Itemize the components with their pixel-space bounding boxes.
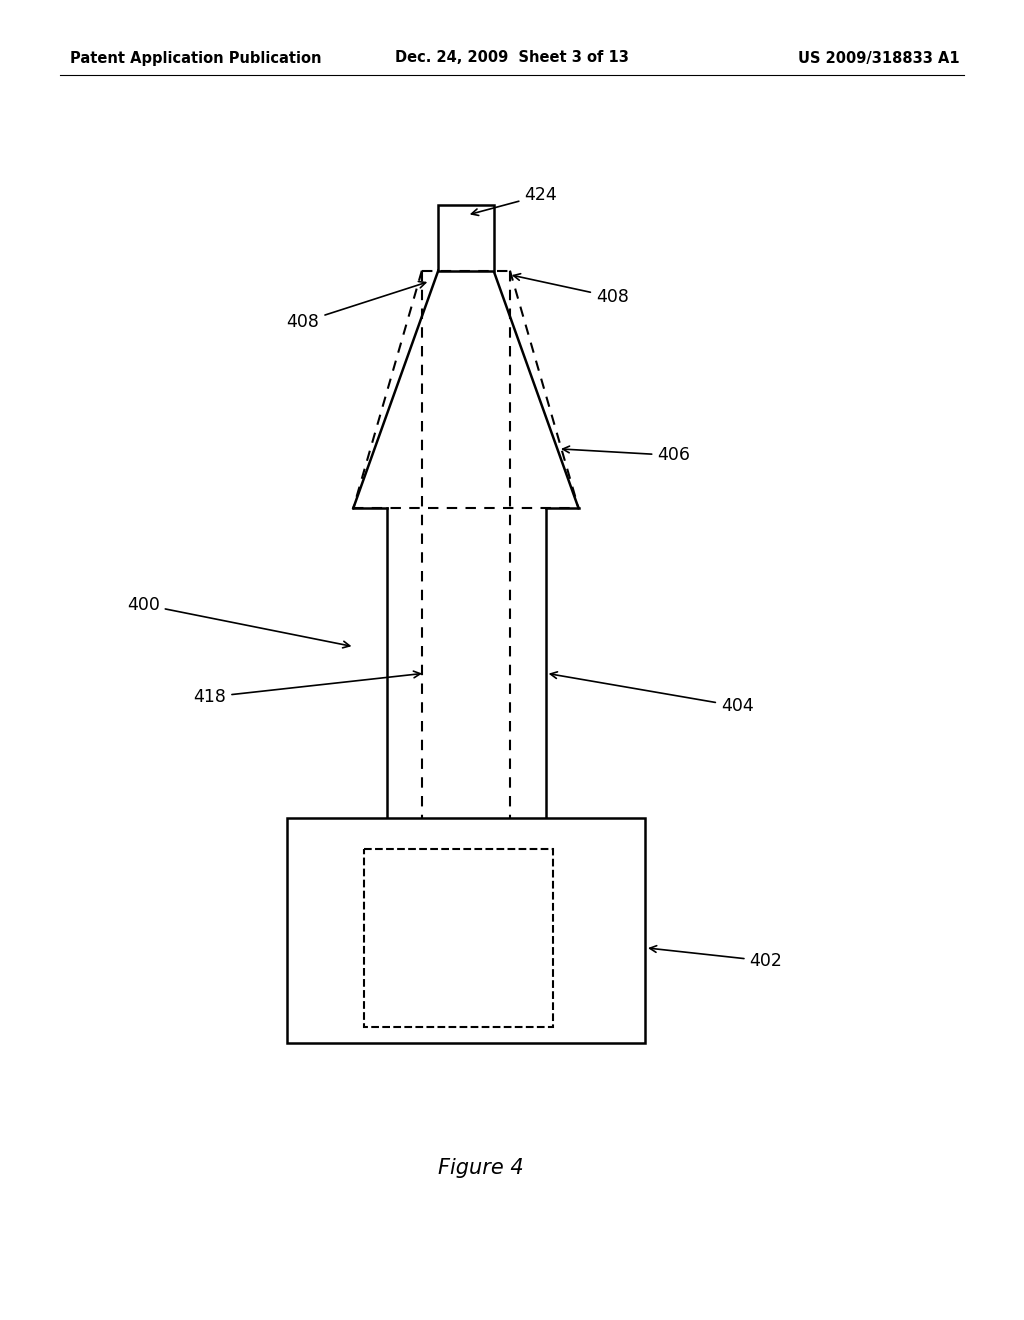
Text: 404: 404: [550, 672, 754, 715]
Text: US 2009/318833 A1: US 2009/318833 A1: [799, 50, 961, 66]
Text: 408: 408: [513, 273, 629, 306]
Text: 408: 408: [287, 281, 426, 331]
Text: 406: 406: [563, 446, 690, 465]
Text: 424: 424: [471, 186, 557, 215]
Bar: [364, 849, 553, 1027]
Bar: [287, 818, 645, 1043]
Text: Figure 4: Figure 4: [438, 1158, 524, 1179]
Text: 402: 402: [650, 945, 782, 970]
Text: Patent Application Publication: Patent Application Publication: [70, 50, 322, 66]
Text: 400: 400: [127, 595, 350, 648]
Text: Dec. 24, 2009  Sheet 3 of 13: Dec. 24, 2009 Sheet 3 of 13: [395, 50, 629, 66]
Bar: [438, 205, 494, 271]
Text: 418: 418: [194, 671, 420, 706]
